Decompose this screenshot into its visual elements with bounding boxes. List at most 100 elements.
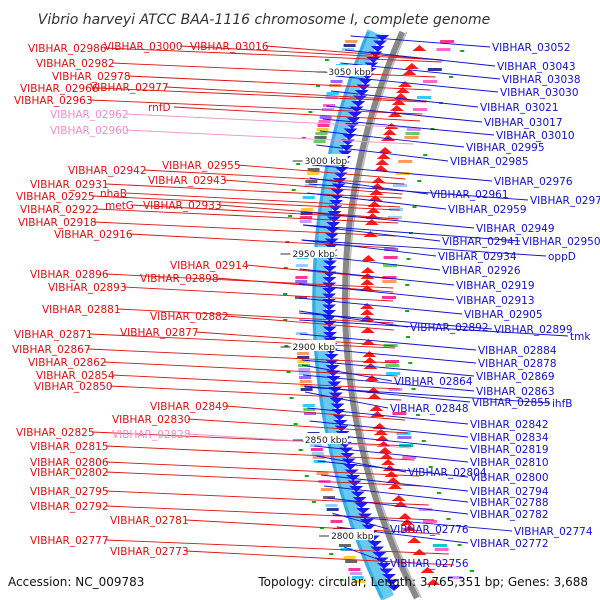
left-label-connector: [223, 179, 403, 195]
left-gene-label: VIBHAR_02773: [110, 546, 189, 558]
right-label-connector: [321, 474, 469, 492]
left-label-connector: [125, 129, 414, 145]
reverse-cog-block: [330, 80, 343, 83]
reverse-cog-block: [300, 384, 313, 387]
forward-gene-feature: [386, 477, 401, 483]
reverse-gene-feature: [354, 90, 369, 96]
forward-cog-block: [384, 248, 399, 251]
left-gene-label: VIBHAR_02896: [30, 269, 109, 281]
right-gene-label: VIBHAR_02842: [470, 419, 549, 431]
forward-gene-feature: [397, 513, 412, 519]
reverse-gene-feature: [322, 304, 337, 311]
forward-cog-block: [422, 80, 437, 83]
right-label-connector: [322, 118, 495, 136]
reverse-gene-feature: [328, 392, 343, 399]
marker-dot: [298, 449, 303, 451]
scale-label-bg: [291, 340, 336, 351]
forward-cog-block: [382, 276, 397, 279]
marker-dot: [460, 50, 465, 52]
left-gene-label: VIBHAR_03016: [190, 41, 269, 53]
map-title: Vibrio harveyi ATCC BAA-1116 chromosome …: [38, 12, 490, 28]
forward-gene-feature: [387, 483, 402, 489]
forward-cog-block: [396, 432, 411, 435]
reverse-gene-feature: [344, 469, 359, 476]
kbp-scale: 3050 kbp 3000 kbp 2950 kbp 2900 kbp 2850 kbp…: [280, 65, 375, 542]
reverse-gene-feature: [370, 546, 385, 553]
reverse-gene-feature: [346, 117, 361, 124]
forward-gene-feature: [389, 105, 404, 111]
right-gene-label: VIBHAR_02878: [478, 358, 557, 370]
right-label-connector: [317, 460, 469, 478]
reverse-gene-feature: [330, 189, 345, 195]
forward-gene-feature: [412, 549, 427, 555]
right-label-connector: [316, 144, 449, 162]
forward-gene-feature: [393, 93, 408, 99]
reverse-cog-block: [323, 104, 336, 107]
reverse-cog-block: [300, 212, 313, 215]
right-label-connector: [302, 374, 475, 392]
marker-dot: [446, 518, 451, 520]
right-gene-label: VIBHAR_02855: [472, 397, 551, 409]
forward-cog-block: [417, 96, 432, 99]
right-gene-label: VIBHAR_02941: [442, 236, 521, 248]
scale-label: 3000 kbp: [305, 157, 348, 167]
marker-dot: [324, 59, 329, 61]
left-label-connector: [187, 418, 408, 434]
forward-gene-feature: [375, 159, 390, 165]
marker-dot: [417, 180, 422, 182]
accession-text: Accession: NC_009783: [8, 575, 144, 589]
left-label-connector: [109, 385, 402, 401]
reverse-gene-feature: [322, 332, 337, 338]
forward-cog-block: [406, 128, 421, 131]
left-label-connector: [127, 75, 431, 91]
right-gene-label: VIBHAR_02810: [470, 457, 549, 469]
right-gene-label: oppD: [548, 251, 576, 263]
marker-dot: [311, 501, 316, 503]
reverse-cog-block: [338, 544, 351, 547]
reverse-gene-feature: [349, 486, 364, 492]
reverse-gene-feature: [322, 288, 337, 294]
left-gene-label: VIBHAR_02962: [50, 109, 129, 121]
right-label-connector: [330, 90, 479, 108]
scale-label: 2850 kbp: [305, 436, 348, 446]
right-gene-label: VIBHAR_02995: [466, 142, 545, 154]
right-gene-label: VIBHAR_03043: [497, 61, 576, 73]
reverse-gene-feature: [351, 101, 366, 107]
right-label-connector: [327, 497, 469, 515]
reverse-cog-block: [302, 404, 315, 407]
right-label-connector: [299, 312, 493, 330]
reverse-gene-feature: [325, 233, 340, 239]
left-label-connector: [245, 264, 394, 280]
forward-cog-block: [422, 520, 437, 523]
reverse-cog-block: [320, 488, 333, 491]
reverse-gene-feature: [381, 574, 396, 580]
right-gene-label: VIBHAR_02772: [470, 538, 549, 550]
marker-dot: [316, 85, 321, 87]
scale-label-bg: [327, 65, 372, 76]
marker-dot: [301, 137, 306, 139]
right-gene-label: VIBHAR_03052: [492, 42, 571, 54]
right-label-connector: [304, 211, 475, 229]
reverse-cog-block: [306, 172, 319, 175]
left-label-connector: [125, 192, 401, 208]
right-label-connector: [299, 319, 569, 337]
right-gene-label: VIBHAR_03030: [500, 87, 579, 99]
left-gene-label: VIBHAR_03000: [104, 41, 183, 53]
right-gene-label: VIBHAR_02919: [456, 280, 535, 292]
reverse-cog-block: [343, 556, 356, 559]
right-label-connector: [326, 105, 483, 123]
forward-gene-feature: [395, 87, 410, 93]
right-label-connector: [298, 297, 463, 315]
reverse-cog-block: [300, 216, 313, 219]
reverse-gene-feature: [354, 502, 369, 509]
left-label-connector: [105, 505, 435, 521]
forward-cog-block: [385, 364, 400, 367]
left-gene-label: VIBHAR_02966: [20, 83, 99, 95]
right-gene-label: VIBHAR_02905: [464, 309, 543, 321]
reverse-gene-feature: [327, 381, 342, 388]
left-gene-label: VIBHAR_02977: [90, 82, 169, 94]
left-label-connector: [105, 471, 423, 487]
left-gene-label: VIBHAR_02933: [143, 200, 222, 212]
forward-gene-feature: [369, 405, 384, 411]
forward-gene-feature: [360, 309, 375, 315]
